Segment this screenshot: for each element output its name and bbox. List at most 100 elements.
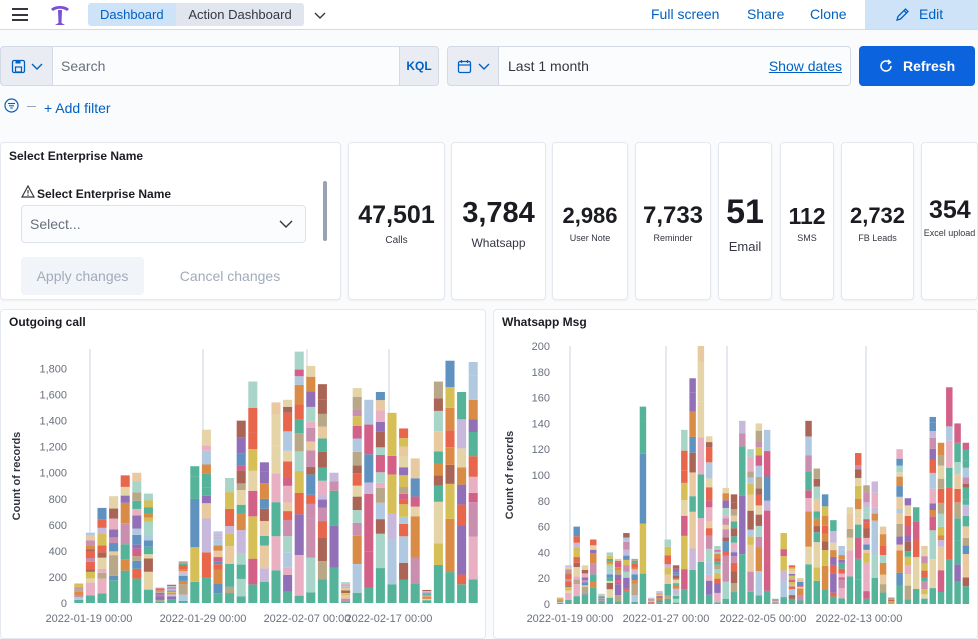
y-tick-label: 20 — [538, 573, 550, 585]
bar — [457, 391, 467, 603]
refresh-label: Refresh — [903, 58, 956, 74]
search-input[interactable]: Search — [53, 46, 399, 86]
y-tick-label: 1,400 — [39, 416, 67, 428]
apply-changes-button[interactable]: Apply changes — [21, 257, 144, 295]
menu-icon[interactable] — [12, 8, 28, 21]
filter-menu-icon[interactable] — [4, 98, 19, 113]
bar — [590, 539, 597, 604]
bar — [937, 442, 945, 604]
kql-language-toggle[interactable]: KQL — [399, 46, 439, 86]
bar — [225, 477, 235, 603]
metric-label: Whatsapp — [471, 236, 526, 250]
date-range-picker[interactable]: Last 1 month Show dates — [499, 46, 851, 86]
outgoing-call-panel: Outgoing call Count of records 0 200 400 600 8… — [0, 309, 486, 639]
date-quick-menu-button[interactable] — [447, 46, 499, 86]
bar — [830, 520, 837, 604]
top-bar: Dashboard Action Dashboard Full screen S… — [0, 0, 978, 30]
bar — [755, 423, 763, 604]
select-placeholder: Select... — [30, 216, 81, 232]
bar — [705, 436, 713, 604]
bar — [888, 597, 895, 604]
refresh-button[interactable]: Refresh — [859, 46, 975, 86]
outgoing-call-chart: Outgoing call Count of records 0 200 400 600 8… — [9, 315, 478, 625]
metric-label: FB Leads — [858, 233, 897, 243]
bar — [341, 582, 351, 603]
metric-label: User Note — [569, 233, 611, 243]
edit-button[interactable]: Edit — [865, 0, 978, 29]
bar — [788, 565, 796, 604]
bar — [190, 466, 200, 603]
save-icon — [11, 59, 26, 74]
bar — [556, 597, 564, 604]
bar — [689, 378, 696, 604]
full-screen-link[interactable]: Full screen — [651, 6, 720, 22]
bar — [143, 493, 153, 603]
breadcrumb-dashboard[interactable]: Dashboard — [88, 3, 176, 26]
y-tick-label: 60 — [538, 522, 550, 534]
metric-sms: 112 SMS — [780, 142, 834, 300]
bar — [797, 578, 804, 604]
chevron-down-icon — [478, 63, 490, 70]
bar — [283, 399, 293, 603]
y-tick-label: 200 — [532, 341, 550, 353]
refresh-icon — [880, 59, 892, 72]
bar — [805, 420, 812, 604]
y-tick-label: 0 — [61, 598, 67, 610]
bar — [623, 533, 630, 604]
metric-value: 7,733 — [642, 202, 704, 229]
bar — [565, 565, 572, 604]
metric-value: 47,501 — [358, 201, 435, 229]
panel-title: Select Enterprise Name — [9, 149, 144, 163]
bar — [896, 449, 903, 604]
add-filter-button[interactable]: + Add filter — [44, 100, 111, 116]
x-tick-label: 2022-02-17 00:00 — [346, 613, 433, 625]
bar — [236, 420, 246, 603]
cancel-changes-button[interactable]: Cancel changes — [179, 268, 281, 284]
bar — [763, 429, 771, 604]
bar — [863, 485, 870, 604]
bar — [838, 545, 845, 604]
bar — [664, 539, 672, 604]
metric-label: SMS — [797, 233, 817, 243]
bar — [375, 391, 385, 603]
bar — [178, 561, 188, 603]
bar — [954, 423, 961, 604]
bar — [433, 381, 443, 603]
x-tick-label: 2022-01-29 00:00 — [160, 613, 247, 625]
pencil-icon — [896, 8, 909, 21]
bar — [747, 449, 754, 604]
metric-value: 2,732 — [849, 203, 906, 228]
calendar-icon — [457, 60, 472, 74]
clone-link[interactable]: Clone — [810, 6, 847, 22]
chevron-down-icon — [31, 63, 43, 70]
metric-reminder: 7,733 Reminder — [635, 142, 711, 300]
y-tick-label: 1,000 — [39, 468, 67, 480]
saved-query-button[interactable] — [0, 46, 53, 86]
enterprise-select[interactable]: Select... — [21, 205, 306, 243]
chevron-down-icon[interactable] — [313, 8, 327, 22]
bar — [739, 420, 746, 604]
breadcrumb-current: Action Dashboard — [176, 3, 304, 26]
bar — [364, 399, 374, 603]
bar — [155, 587, 165, 603]
panel-scrollbar[interactable] — [323, 181, 327, 241]
y-tick-label: 200 — [49, 572, 67, 584]
warning-icon — [21, 185, 35, 198]
x-tick-label: 2022-01-19 00:00 — [527, 613, 614, 625]
bar — [929, 416, 936, 604]
show-dates-link[interactable]: Show dates — [768, 58, 842, 74]
metric-email: 51 Email — [718, 142, 772, 300]
share-link[interactable]: Share — [747, 6, 785, 22]
app-logo[interactable] — [47, 3, 73, 27]
y-tick-label: 400 — [49, 546, 67, 558]
enterprise-field-label: Select Enterprise Name — [37, 187, 172, 201]
bar — [772, 598, 779, 604]
bar — [573, 526, 580, 604]
metric-value: 112 — [788, 203, 826, 229]
y-tick-label: 1,800 — [39, 364, 67, 376]
bar — [167, 584, 177, 603]
bar — [259, 462, 269, 603]
y-tick-label: 160 — [532, 393, 550, 405]
metric-calls: 47,501 Calls — [348, 142, 445, 300]
y-tick-label: 0 — [544, 599, 550, 611]
